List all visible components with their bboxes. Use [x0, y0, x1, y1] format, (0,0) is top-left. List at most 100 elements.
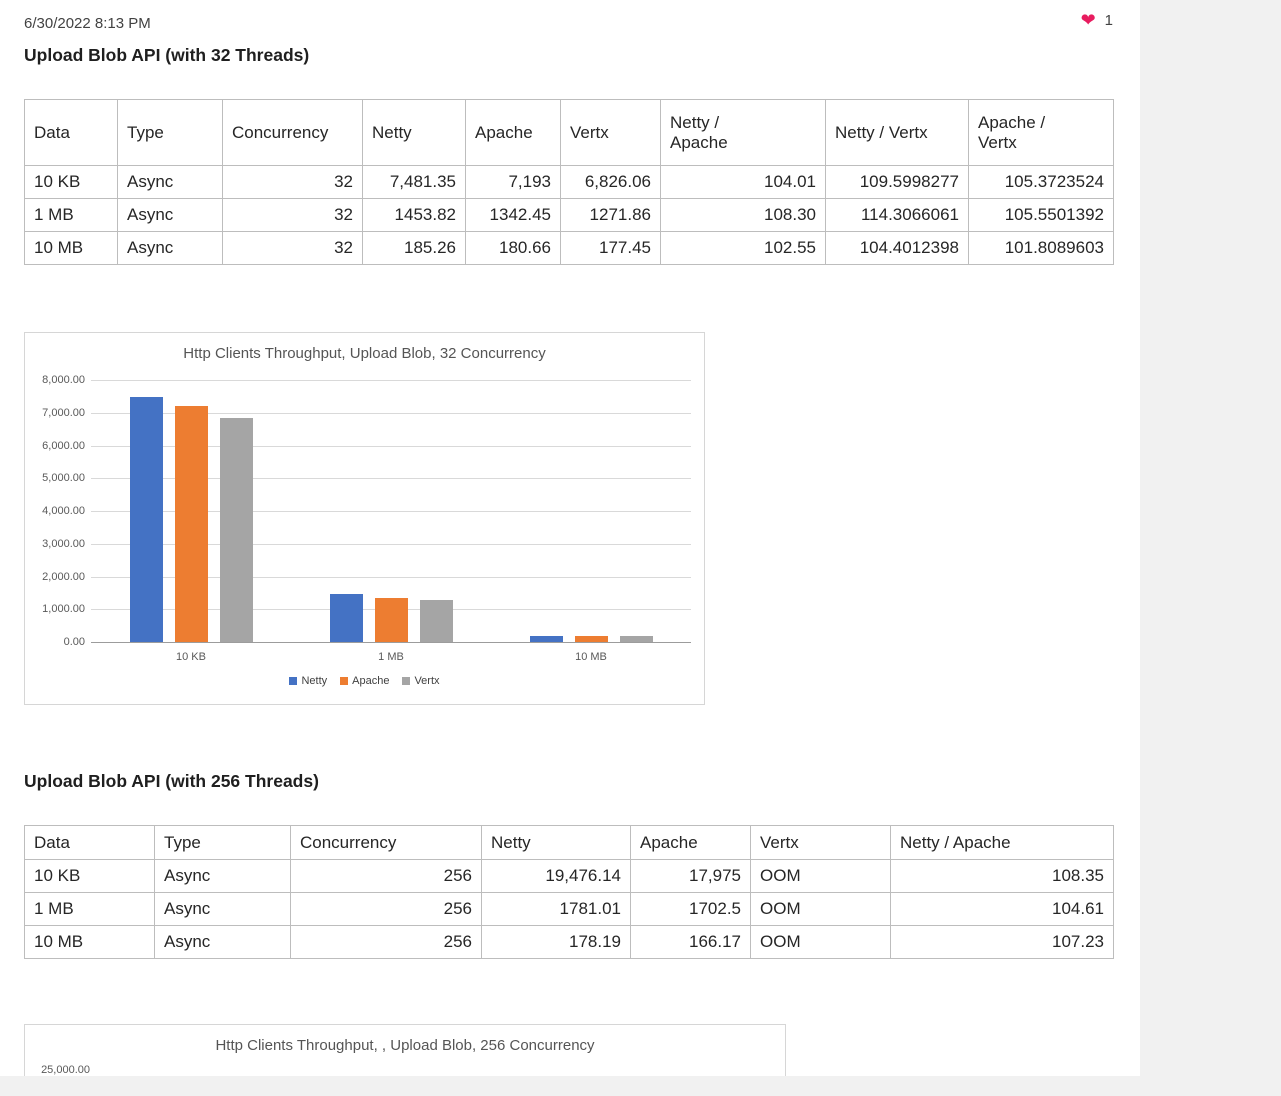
- bar-apache: [574, 636, 608, 642]
- table-row: 10 KB Async 256 19,476.14 17,975 OOM 108.35: [24, 859, 1114, 893]
- table-cell: 107.23: [890, 925, 1114, 959]
- table-header-cell: Netty / Apache: [660, 99, 826, 166]
- table-cell: 19,476.14: [481, 859, 631, 893]
- legend-item-vertx: Vertx: [402, 675, 440, 687]
- y-axis-tick-label: 7,000.00: [42, 406, 85, 419]
- table-cell: Async: [154, 925, 291, 959]
- table-cell: 256: [290, 925, 482, 959]
- table-cell: Async: [117, 198, 223, 232]
- x-axis-tick-label: 10 KB: [176, 651, 206, 663]
- table-cell: 256: [290, 892, 482, 926]
- chart-title: Http Clients Throughput, , Upload Blob, …: [215, 1037, 595, 1054]
- table-header-row: Data Type Concurrency Netty Apache Vertx Netty…: [24, 99, 1114, 166]
- table-cell: 17,975: [630, 859, 751, 893]
- table-cell: 32: [222, 231, 363, 265]
- bar-netty: [129, 396, 163, 642]
- document-content: 6/30/2022 8:13 PM ❤ 1 Upload Blob API (w…: [0, 0, 1140, 1076]
- table-cell: 102.55: [660, 231, 826, 265]
- vertx-swatch: [402, 677, 411, 685]
- table-cell: 104.01: [660, 165, 826, 199]
- y-axis-tick-label: 6,000.00: [42, 439, 85, 452]
- table-cell: 178.19: [481, 925, 631, 959]
- table-cell: OOM: [750, 859, 891, 893]
- table-cell: Async: [117, 165, 223, 199]
- apache-swatch: [340, 677, 349, 685]
- section-heading-256-threads: Upload Blob API (with 256 Threads): [24, 771, 319, 791]
- table-header-cell: Apache / Vertx: [968, 99, 1114, 166]
- gridline: [91, 543, 691, 545]
- table-cell: 10 KB: [24, 165, 118, 199]
- chart-title: Http Clients Throughput, Upload Blob, 32…: [183, 345, 546, 362]
- y-axis-tick-label: 1,000.00: [42, 603, 85, 616]
- table-header-cell: Data: [24, 825, 155, 860]
- table-cell: 7,193: [465, 165, 561, 199]
- table-cell: 1781.01: [481, 892, 631, 926]
- table-cell: 177.45: [560, 231, 661, 265]
- table-cell: Async: [154, 892, 291, 926]
- table-row: 10 MB Async 32 185.26 180.66 177.45 102.55 104.…: [24, 231, 1114, 265]
- table-cell: 1 MB: [24, 198, 118, 232]
- right-gutter: [1140, 0, 1281, 1096]
- table-row: 1 MB Async 256 1781.01 1702.5 OOM 104.61: [24, 892, 1114, 926]
- threads-32-table: Data Type Concurrency Netty Apache Vertx Netty…: [24, 99, 1114, 265]
- table-header-cell: Netty: [362, 99, 466, 166]
- reaction[interactable]: ❤ 1: [1081, 11, 1113, 29]
- y-axis-tick-label: 0.00: [63, 636, 85, 648]
- table-cell: OOM: [750, 925, 891, 959]
- table-cell: 104.4012398: [825, 231, 969, 265]
- gridline: [91, 511, 691, 512]
- table-cell: 104.61: [890, 892, 1114, 926]
- table-header-cell: Concurrency: [290, 825, 482, 860]
- table-row: 10 MB Async 256 178.19 166.17 OOM 107.23: [24, 925, 1114, 959]
- legend-label: Vertx: [414, 675, 440, 687]
- gridline: [91, 380, 691, 381]
- table-cell: 10 MB: [24, 231, 118, 265]
- table-cell: 1271.86: [560, 198, 661, 232]
- table-header-cell: Netty: [481, 825, 631, 860]
- reaction-count: 1: [1104, 11, 1113, 29]
- y-axis-tick-label: 2,000.00: [42, 570, 85, 583]
- table-header-cell: Data: [24, 99, 118, 166]
- table-row: 10 KB Async 32 7,481.35 7,193 6,826.06 104.01 1…: [24, 165, 1114, 199]
- threads-256-table: Data Type Concurrency Netty Apache Vertx Netty…: [24, 825, 1114, 959]
- table-cell: 109.5998277: [825, 165, 969, 199]
- table-header-cell: Netty / Apache: [890, 825, 1114, 860]
- table-header-cell: Type: [117, 99, 223, 166]
- table-cell: 32: [222, 198, 363, 232]
- table-cell: 105.3723524: [968, 165, 1114, 199]
- y-axis-tick-label: 8,000.00: [42, 374, 85, 386]
- netty-swatch: [289, 677, 298, 685]
- table-cell: 1342.45: [465, 198, 561, 232]
- bar-netty: [329, 594, 363, 642]
- table-header-cell: Vertx: [560, 99, 661, 166]
- table-cell: 6,826.06: [560, 165, 661, 199]
- gridline: [91, 576, 691, 578]
- throughput-chart-32: Http Clients Throughput, Upload Blob, 32…: [24, 332, 705, 705]
- table-cell: Async: [117, 231, 223, 265]
- table-cell: 180.66: [465, 231, 561, 265]
- y-axis-tick-label: 5,000.00: [42, 472, 85, 485]
- chart-legend: Netty Apache Vertx: [25, 675, 704, 687]
- table-header-cell: Netty / Vertx: [825, 99, 969, 166]
- heart-icon[interactable]: ❤: [1080, 10, 1096, 30]
- table-header-cell: Type: [154, 825, 291, 860]
- bar-apache: [174, 406, 208, 642]
- table-cell: 10 MB: [24, 925, 155, 959]
- timestamp: 6/30/2022 8:13 PM: [24, 15, 151, 32]
- table-cell: 10 KB: [24, 859, 155, 893]
- x-axis-tick-label: 10 MB: [575, 651, 607, 663]
- table-row: 1 MB Async 32 1453.82 1342.45 1271.86 108.30 11…: [24, 198, 1114, 232]
- throughput-chart-256: Http Clients Throughput, , Upload Blob, …: [24, 1024, 786, 1076]
- table-cell: 105.5501392: [968, 198, 1114, 232]
- table-cell: 1702.5: [630, 892, 751, 926]
- y-axis-tick-label: 4,000.00: [42, 505, 85, 517]
- bottom-gutter: [0, 1076, 1281, 1096]
- table-cell: 185.26: [362, 231, 466, 265]
- table-cell: 114.3066061: [825, 198, 969, 232]
- table-cell: 7,481.35: [362, 165, 466, 199]
- x-axis-line: [91, 642, 691, 643]
- table-cell: 108.30: [660, 198, 826, 232]
- table-header-row: Data Type Concurrency Netty Apache Vertx Netty…: [24, 825, 1114, 860]
- gridline: [91, 412, 691, 414]
- y-axis-tick-label: 25,000.00: [41, 1064, 90, 1076]
